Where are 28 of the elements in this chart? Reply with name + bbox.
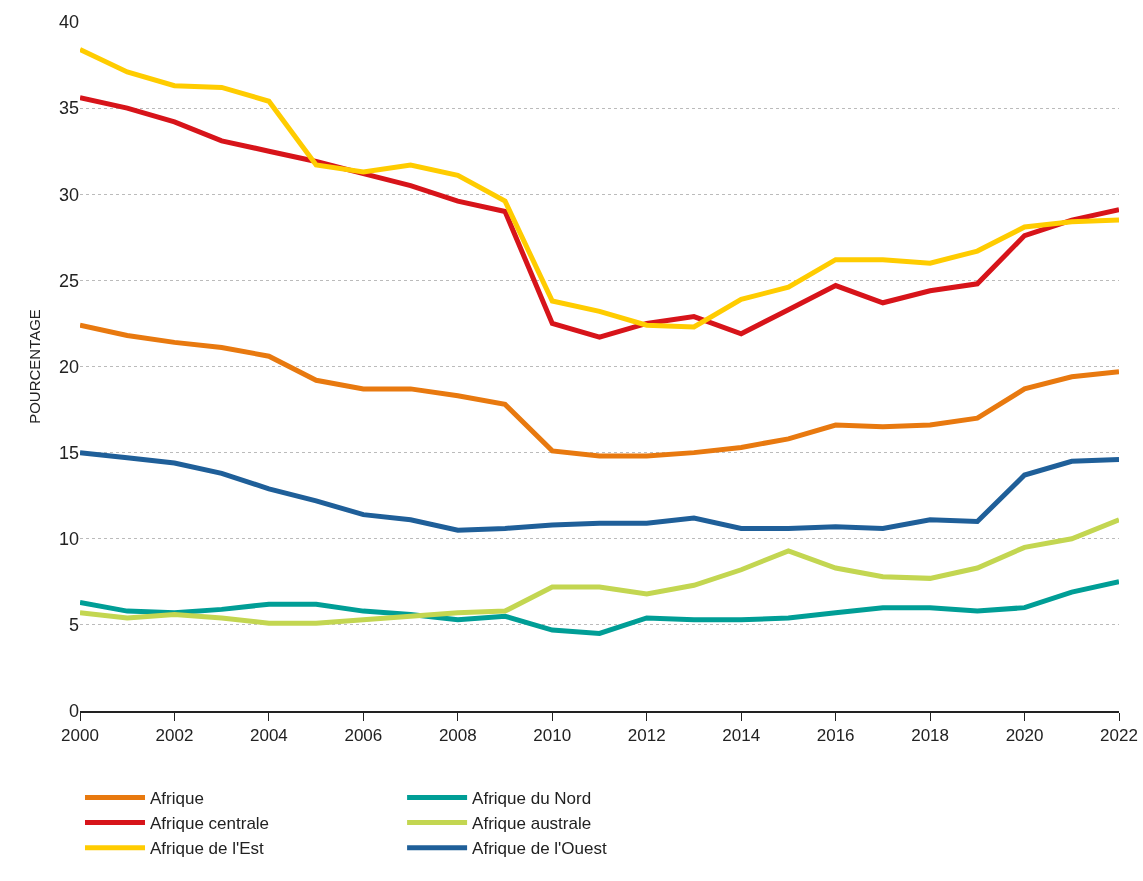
legend-label: Afrique australe [472,814,592,834]
y-tick-label: 30 [58,184,79,205]
y-tick-label: 15 [58,442,79,463]
y-tick-label: 5 [68,615,79,636]
y-tick-label: 25 [58,270,79,291]
legend-label: Afrique de l'Est [150,839,265,859]
x-tick-label: 2018 [911,726,949,746]
x-tick-label: 2010 [533,726,572,746]
y-tick-label: 35 [58,98,79,119]
y-axis-title: POURCENTAGE [26,309,44,424]
x-tick-label: 2012 [627,726,666,746]
x-tick-label: 2000 [61,726,99,746]
x-tick-label: 2020 [1005,726,1044,746]
x-tick-label: 2002 [155,726,194,746]
y-tick-label: 20 [58,356,79,377]
x-tick-label: 2006 [344,726,383,746]
legend-label: Afrique de l'Ouest [472,839,607,859]
y-tick-label: 10 [58,529,79,550]
x-tick-label: 2014 [722,726,761,746]
y-tick-label: 0 [68,701,79,722]
x-tick-label: 2008 [438,726,477,746]
x-tick-label: 2016 [816,726,855,746]
x-tick-label: 2004 [250,726,288,746]
y-tick-label: 40 [58,12,79,33]
legend-label: Afrique du Nord [472,789,592,809]
legend-label: Afrique centrale [150,814,270,834]
x-tick-label: 2022 [1100,726,1138,746]
legend-label: Afrique [150,789,204,809]
